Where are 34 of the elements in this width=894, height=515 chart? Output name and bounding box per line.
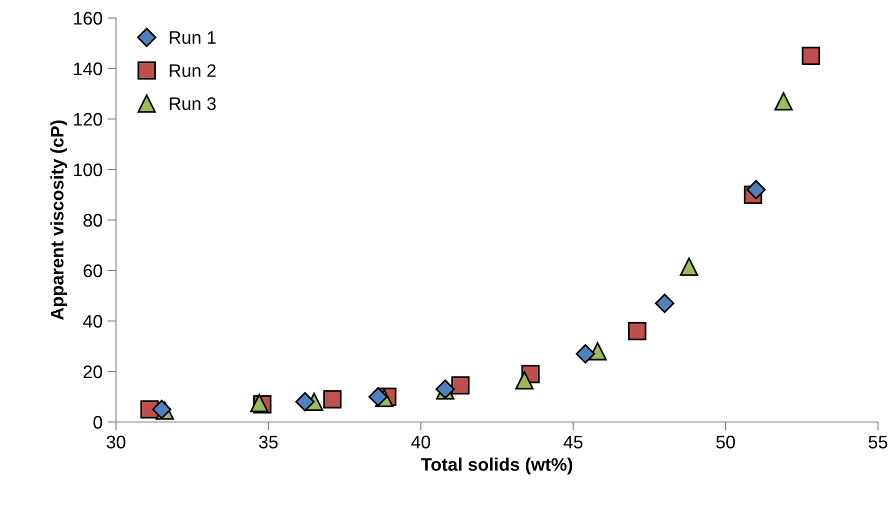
y-tick-label: 40 [83, 314, 102, 328]
y-tick-label: 0 [93, 416, 102, 429]
point [451, 376, 470, 395]
x-tick-label: 35 [259, 436, 278, 448]
x-axis-title: Total solids (wt%) [421, 458, 572, 474]
point [746, 180, 766, 200]
point [250, 394, 268, 412]
y-tick-label: 140 [74, 62, 102, 76]
point [774, 92, 793, 110]
legend-label: Run 3 [170, 97, 216, 110]
x-tick-label: 50 [716, 436, 735, 448]
point [654, 294, 674, 313]
point [368, 387, 388, 406]
point [628, 322, 646, 340]
point [802, 46, 820, 66]
x-tick-label: 45 [564, 436, 582, 448]
legend-label: Run 1 [170, 31, 216, 44]
x-tick-label: 40 [411, 436, 430, 448]
point [576, 344, 596, 364]
point [295, 392, 315, 412]
point [680, 258, 698, 276]
point [152, 400, 172, 420]
y-axis-title: Apparent viscosity (cP) [50, 120, 68, 320]
y-tick-label: 120 [74, 112, 102, 126]
y-tick-label: 160 [74, 12, 102, 25]
y-tick-label: 100 [74, 163, 102, 176]
legend-label: Run 2 [170, 64, 216, 77]
x-tick-label: 30 [106, 436, 126, 448]
point [323, 390, 342, 408]
y-tick-label: 80 [84, 214, 102, 227]
x-tick-label: 55 [868, 436, 888, 448]
point [515, 371, 534, 390]
y-tick-label: 60 [84, 264, 102, 278]
y-tick-label: 20 [84, 365, 102, 378]
